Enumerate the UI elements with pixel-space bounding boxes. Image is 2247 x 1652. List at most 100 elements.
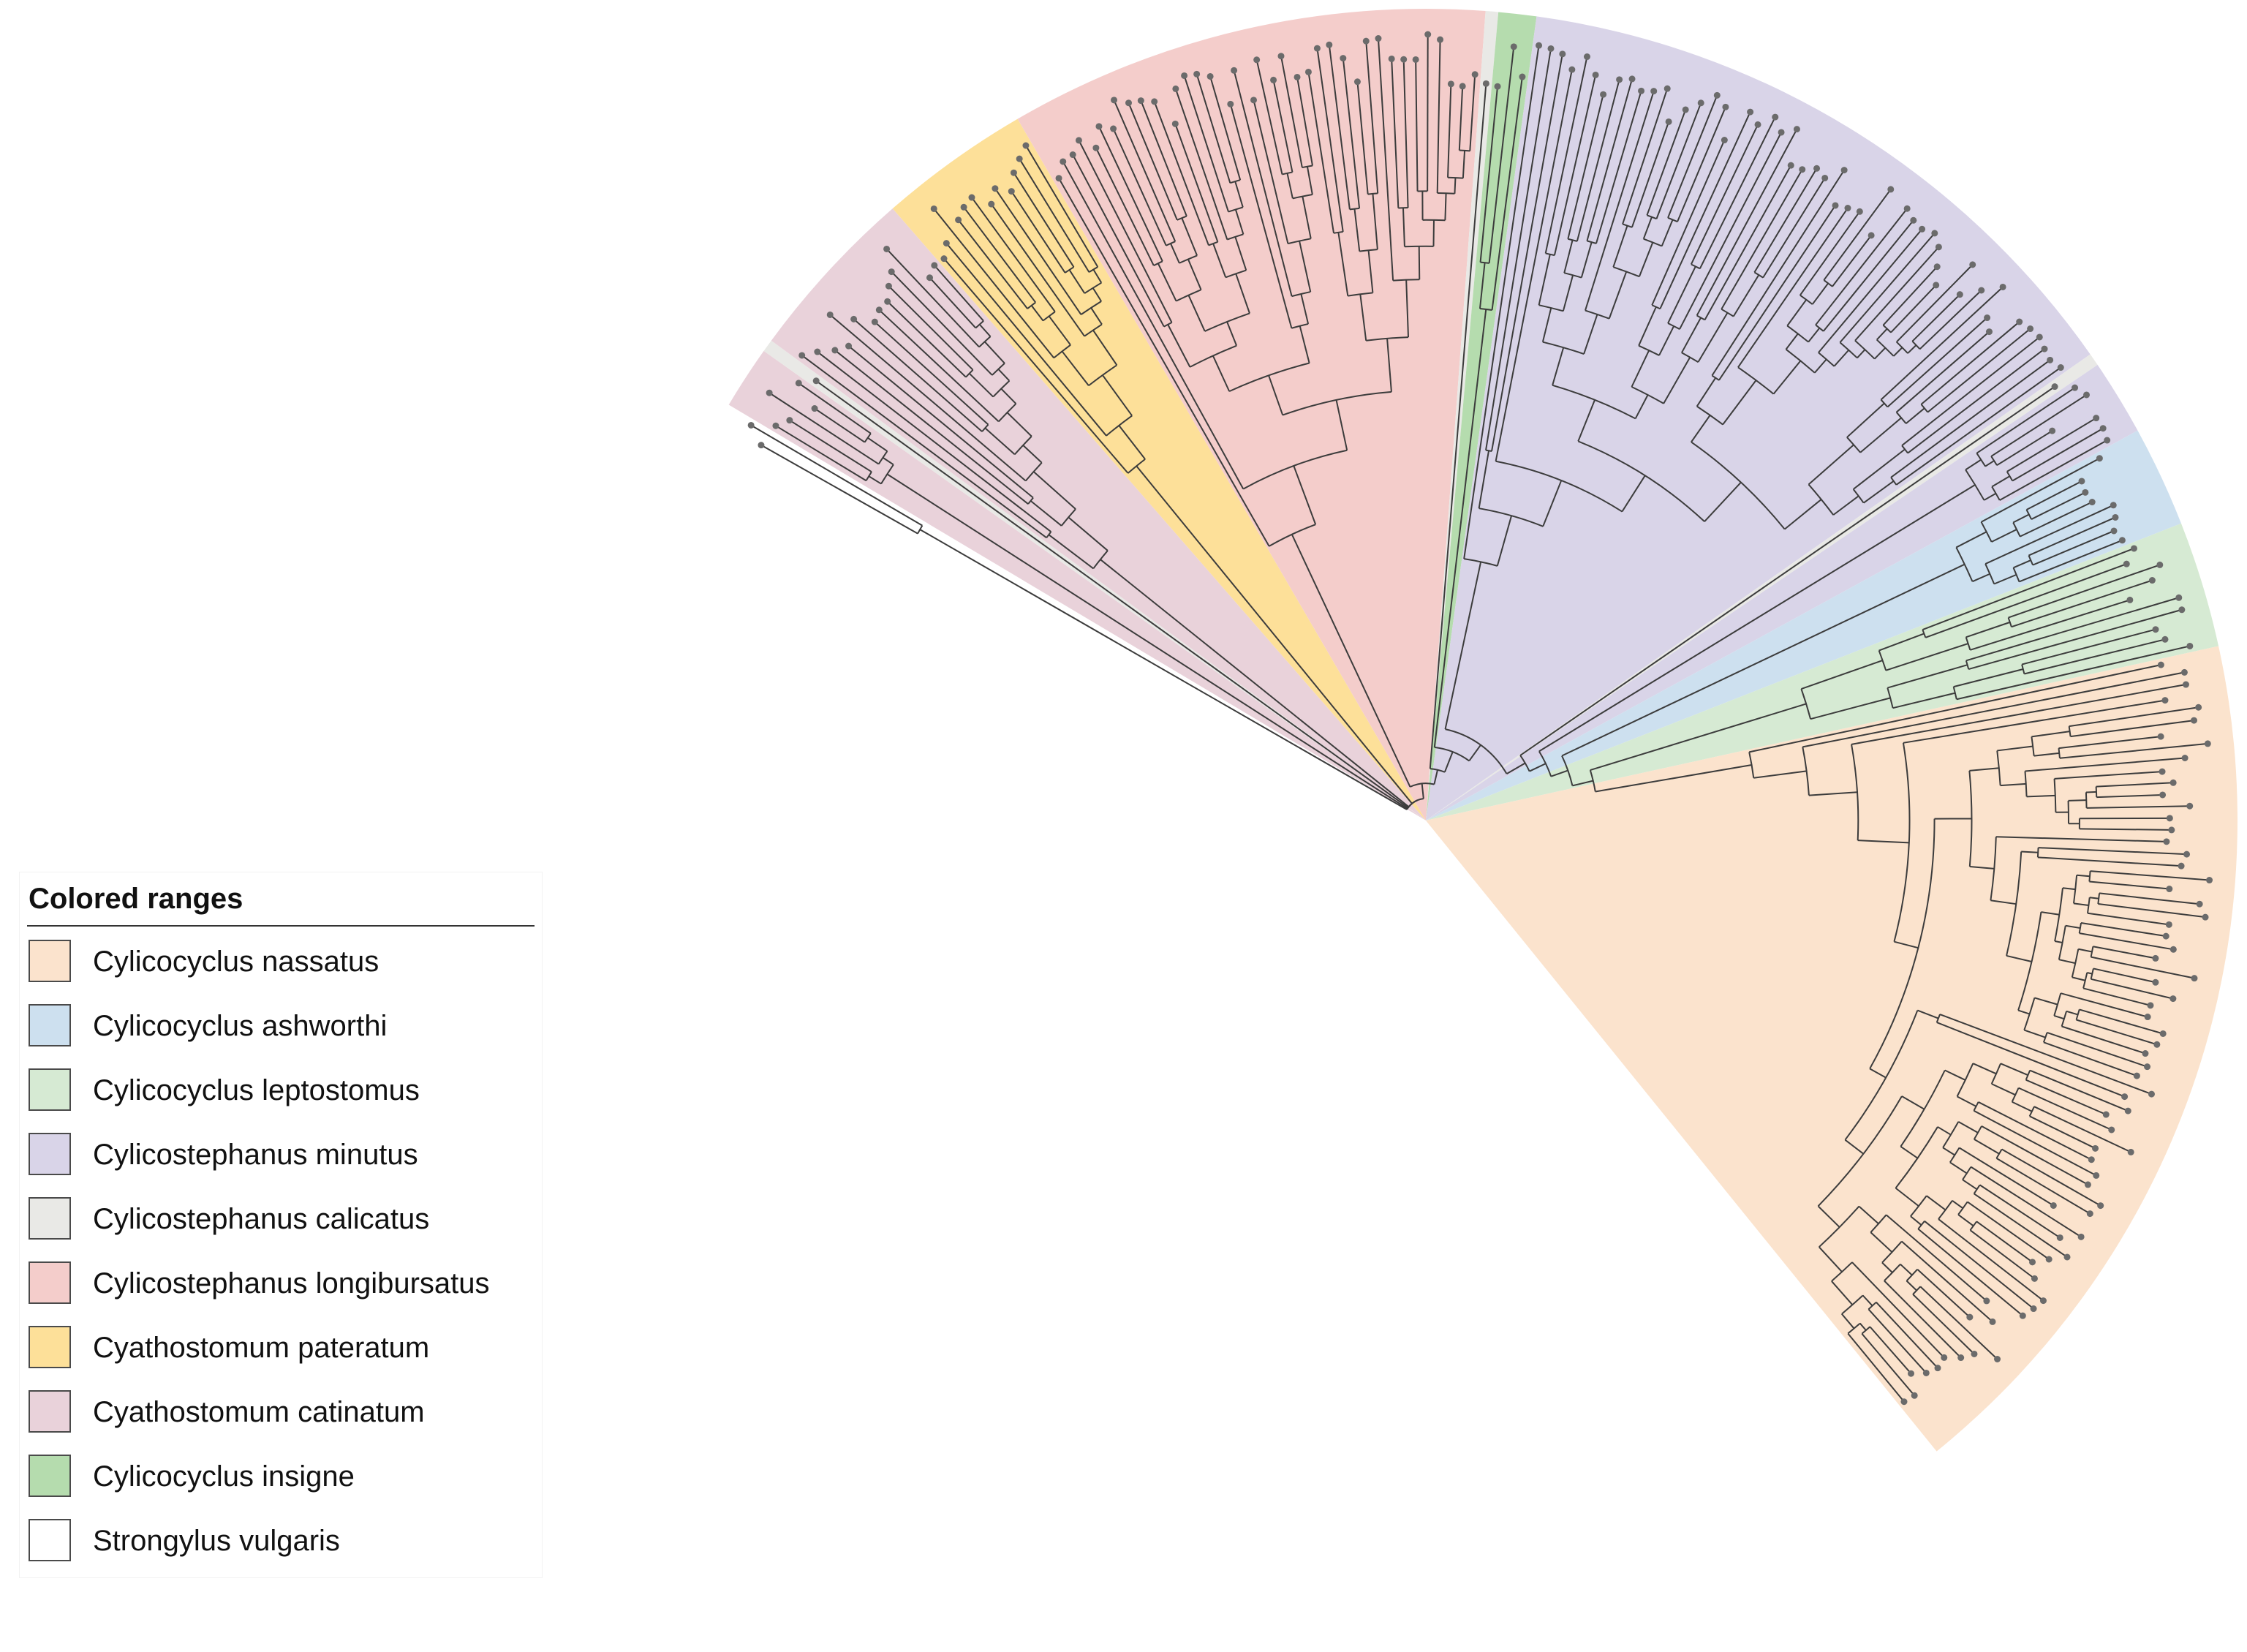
tree-branch	[1984, 504, 2114, 565]
tree-branch-arc	[2097, 893, 2101, 905]
tree-branch	[1622, 88, 1669, 225]
tree-branch	[2038, 847, 2187, 856]
tree-branch	[1970, 599, 2131, 651]
tree-tip	[2108, 1126, 2115, 1134]
tree-tip	[1568, 66, 1576, 73]
tree-tip	[1969, 261, 1976, 268]
tree-branch	[1919, 1286, 1998, 1360]
tree-tip	[1778, 129, 1785, 136]
tree-branch	[1952, 1199, 1964, 1210]
tree-branch	[1174, 88, 1228, 240]
tree-branch	[2033, 1106, 2131, 1153]
tree-branch	[1732, 274, 1760, 317]
tree-branch	[1479, 263, 1486, 309]
tree-branch	[1496, 515, 1513, 567]
tree-branch	[2058, 959, 2076, 965]
tree-branch	[1704, 165, 1792, 320]
legend-label: Cyathostomum catinatum	[93, 1396, 425, 1428]
tree-branch	[1815, 208, 1908, 325]
tree-branch-arc	[1189, 344, 1237, 368]
tree-tip	[2157, 733, 2164, 740]
tree-branch	[1286, 173, 1294, 199]
tree-branch	[1942, 1147, 1955, 1156]
tree-branch-arc	[1291, 291, 1311, 298]
tree-branch	[1300, 293, 1310, 325]
tree-tip	[1840, 167, 1848, 174]
backbone-arc	[1406, 806, 1410, 810]
tree-tip	[2191, 975, 2198, 982]
tree-tip	[1583, 53, 1590, 61]
tree-branch	[1967, 1201, 2050, 1260]
tree-branch	[1299, 325, 1310, 363]
tree-tip	[2083, 391, 2091, 399]
tree-branch	[1753, 770, 1807, 779]
tree-branch	[1839, 233, 1936, 343]
tree-branch	[801, 355, 1047, 539]
tree-branch	[1022, 445, 1043, 464]
tree-branch	[1936, 1022, 2125, 1098]
clade-wedge-ashworthi	[1426, 430, 2182, 821]
tree-tip	[2072, 384, 2079, 391]
tree-branch	[1861, 1333, 1915, 1396]
tree-tip	[2047, 356, 2054, 363]
tree-tip	[2031, 1275, 2038, 1282]
tree-tip	[2123, 560, 2130, 567]
tree-tip	[2019, 1312, 2026, 1319]
tree-tip	[1362, 37, 1370, 45]
clade-color-ranges	[716, 9, 2238, 1452]
tree-tip	[1984, 314, 1991, 322]
tree-branch	[1833, 350, 1849, 367]
tree-branch	[1991, 529, 2017, 543]
tree-branch	[1885, 643, 1968, 671]
tree-branch	[1786, 299, 1808, 327]
tree-branch-arc	[1968, 770, 1973, 867]
tree-branch	[2079, 932, 2174, 951]
tree-branch	[1586, 78, 1634, 241]
tree-branch	[1092, 329, 1118, 366]
tree-branch	[1226, 321, 1238, 347]
tree-branch	[2076, 1019, 2158, 1046]
tree-branch	[1463, 45, 1540, 559]
tree-branch	[1677, 106, 1726, 222]
tree-branch	[1784, 499, 1822, 530]
tree-tip	[1638, 87, 1645, 94]
legend-entry-cylicocyclus-leptostomus: Cylicocyclus leptostomus	[29, 1068, 533, 1114]
tree-branch	[1981, 457, 2100, 523]
tree-branch	[933, 208, 1055, 359]
tree-tip	[1813, 165, 1821, 172]
tree-tip	[1956, 291, 1963, 298]
tree-branch	[2080, 921, 2167, 938]
tree-tip	[1933, 263, 1941, 271]
tree-branch	[1576, 79, 1620, 242]
tree-branch	[1391, 59, 1400, 208]
tree-branch	[1808, 327, 1821, 343]
clade-wedge-minutus	[1426, 364, 2138, 821]
tree-tip	[1471, 71, 1479, 78]
tree-tip	[1313, 45, 1321, 52]
tree-branch	[978, 323, 992, 337]
tree-branch-arc	[2058, 747, 2061, 758]
tree-branch	[1890, 284, 1937, 333]
tree-branch	[1970, 1166, 2082, 1238]
legend-swatch	[29, 1519, 71, 1561]
tree-branch-arc	[1024, 462, 1043, 482]
tree-branch	[2024, 638, 2166, 675]
tree-tip	[2202, 913, 2209, 921]
tree-branch	[1642, 216, 1653, 240]
tree-branch	[2079, 1008, 2164, 1035]
tree-tip	[2144, 1014, 2151, 1021]
tree-tip	[1933, 282, 1940, 289]
tree-branch	[1878, 633, 1925, 652]
tree-tip	[2124, 1107, 2131, 1114]
tree-branch	[1235, 273, 1250, 314]
tree-tip	[1900, 1398, 1908, 1406]
tree-branch-arc	[1901, 445, 1908, 454]
tree-branch-arc	[1437, 192, 1455, 195]
tree-branch	[2060, 992, 2148, 1018]
tree-branch	[1822, 219, 1914, 332]
tree-tip	[2169, 995, 2177, 1003]
tree-tip	[1060, 158, 1067, 165]
tree-branch	[2068, 799, 2087, 802]
tree-tip	[2133, 1072, 2140, 1079]
tree-branch-arc	[917, 525, 924, 535]
